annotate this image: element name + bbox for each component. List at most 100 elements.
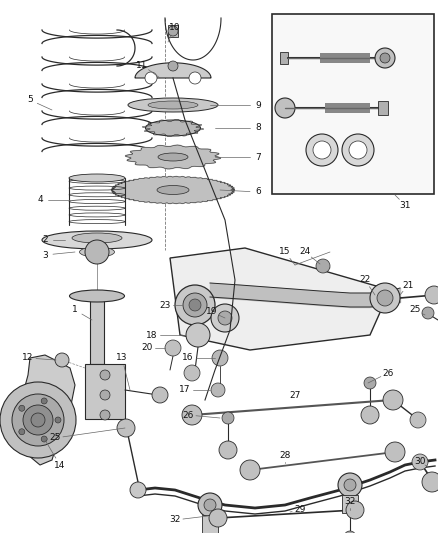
Text: 9: 9 xyxy=(255,101,261,109)
Circle shape xyxy=(349,141,367,159)
Circle shape xyxy=(218,311,232,325)
Text: 10: 10 xyxy=(169,23,181,33)
Circle shape xyxy=(212,350,228,366)
Bar xyxy=(325,103,370,113)
Text: 27: 27 xyxy=(290,391,301,400)
Circle shape xyxy=(306,134,338,166)
Circle shape xyxy=(383,390,403,410)
Text: 6: 6 xyxy=(255,188,261,197)
Ellipse shape xyxy=(145,120,201,136)
Circle shape xyxy=(211,383,225,397)
Text: 24: 24 xyxy=(300,247,311,256)
Circle shape xyxy=(346,501,364,519)
Text: 20: 20 xyxy=(141,343,153,352)
Circle shape xyxy=(338,473,362,497)
Circle shape xyxy=(204,499,216,511)
Ellipse shape xyxy=(148,101,198,109)
Text: 11: 11 xyxy=(136,61,148,69)
Circle shape xyxy=(370,283,400,313)
Circle shape xyxy=(422,472,438,492)
Circle shape xyxy=(130,482,146,498)
Circle shape xyxy=(422,307,434,319)
Circle shape xyxy=(342,134,374,166)
Circle shape xyxy=(211,304,239,332)
Circle shape xyxy=(425,286,438,304)
Polygon shape xyxy=(20,355,75,465)
Circle shape xyxy=(209,509,227,527)
Circle shape xyxy=(186,323,210,347)
Ellipse shape xyxy=(72,233,122,243)
Text: 5: 5 xyxy=(27,95,33,104)
Ellipse shape xyxy=(42,231,152,249)
Circle shape xyxy=(0,382,76,458)
Bar xyxy=(272,14,434,194)
Text: 25: 25 xyxy=(49,433,61,442)
Text: 7: 7 xyxy=(255,152,261,161)
Circle shape xyxy=(275,98,295,118)
Polygon shape xyxy=(125,145,221,169)
Text: 23: 23 xyxy=(159,301,171,310)
Circle shape xyxy=(23,405,53,435)
Circle shape xyxy=(100,410,110,420)
Text: 3: 3 xyxy=(42,251,48,260)
Circle shape xyxy=(183,293,207,317)
Circle shape xyxy=(55,353,69,367)
Text: 16: 16 xyxy=(182,353,194,362)
Circle shape xyxy=(361,406,379,424)
Circle shape xyxy=(165,340,181,356)
Text: 1: 1 xyxy=(72,305,78,314)
Circle shape xyxy=(31,413,45,427)
Text: 4: 4 xyxy=(37,196,43,205)
Text: 32: 32 xyxy=(344,497,356,506)
Circle shape xyxy=(145,72,157,84)
Text: 12: 12 xyxy=(22,353,34,362)
Bar xyxy=(90,296,104,364)
Polygon shape xyxy=(135,63,211,78)
Circle shape xyxy=(100,390,110,400)
Text: 13: 13 xyxy=(116,353,128,362)
Circle shape xyxy=(55,417,61,423)
Polygon shape xyxy=(170,248,390,350)
Circle shape xyxy=(198,493,222,517)
Text: 2: 2 xyxy=(42,236,48,245)
Ellipse shape xyxy=(80,247,114,257)
Text: 17: 17 xyxy=(179,385,191,394)
Bar xyxy=(168,25,178,37)
Text: 31: 31 xyxy=(399,200,411,209)
Polygon shape xyxy=(111,176,235,204)
Ellipse shape xyxy=(70,290,124,302)
Circle shape xyxy=(364,377,376,389)
Circle shape xyxy=(19,405,25,411)
Circle shape xyxy=(41,398,47,404)
Circle shape xyxy=(168,61,178,71)
Text: 19: 19 xyxy=(206,308,218,317)
Circle shape xyxy=(184,365,200,381)
Circle shape xyxy=(152,387,168,403)
Circle shape xyxy=(375,48,395,68)
Text: 15: 15 xyxy=(279,247,291,256)
Circle shape xyxy=(385,442,405,462)
Circle shape xyxy=(100,370,110,380)
Circle shape xyxy=(175,285,215,325)
Text: 29: 29 xyxy=(294,505,306,514)
Bar xyxy=(202,515,218,533)
Circle shape xyxy=(344,531,356,533)
Circle shape xyxy=(85,240,109,264)
Circle shape xyxy=(168,26,178,36)
Text: 25: 25 xyxy=(410,305,420,314)
Text: 14: 14 xyxy=(54,461,66,470)
Bar xyxy=(342,495,358,513)
Circle shape xyxy=(412,454,428,470)
Circle shape xyxy=(316,259,330,273)
Circle shape xyxy=(344,479,356,491)
Bar xyxy=(378,101,388,115)
Ellipse shape xyxy=(128,98,218,112)
Circle shape xyxy=(219,441,237,459)
Text: 26: 26 xyxy=(182,410,194,419)
Text: 28: 28 xyxy=(279,450,291,459)
Circle shape xyxy=(380,53,390,63)
Circle shape xyxy=(41,436,47,442)
Circle shape xyxy=(313,141,331,159)
Text: 26: 26 xyxy=(382,368,394,377)
Circle shape xyxy=(240,460,260,480)
